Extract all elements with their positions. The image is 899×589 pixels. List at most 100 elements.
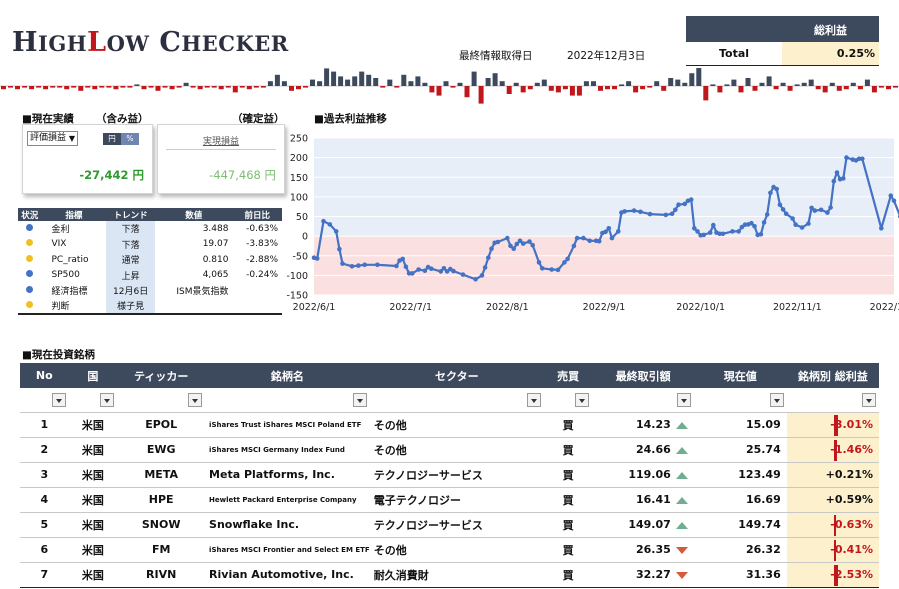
toggle-percent[interactable]: % <box>121 133 139 145</box>
filter-dropdown-button[interactable] <box>769 392 784 407</box>
ticker-bar <box>162 86 168 88</box>
ticker-bar <box>78 86 84 91</box>
data-point <box>349 264 355 269</box>
holding-row[interactable]: 4 米国 HPE Hewlett Packard Enterprise Company… <box>20 486 879 512</box>
ticker-bar <box>485 78 491 86</box>
holding-profit: +0.59% <box>786 486 879 512</box>
data-point <box>514 241 520 247</box>
holding-row[interactable]: 5 米国 SNOW Snowflake Inc. テクノロジーサービス買 149.07 14… <box>20 511 879 537</box>
ticker-bar <box>555 86 561 93</box>
data-point <box>527 239 532 244</box>
indicator-value: ISM景気指数 <box>176 287 229 298</box>
indicator-table: 状況 指標 トレンド 数値 前日比 金利 下落 3.488 -0.63% VIX 下落 19… <box>18 208 282 315</box>
ticker-bar <box>155 86 161 91</box>
data-point <box>479 273 485 278</box>
ticker-bar <box>724 84 730 86</box>
data-point <box>711 222 716 228</box>
holding-no: 3 <box>20 461 69 487</box>
ticker-bar <box>50 86 56 88</box>
judgement-row: 判断 様子見 <box>18 298 282 315</box>
holding-row[interactable]: 2 米国 EWG iShares MSCI Germany Index Fund その他… <box>20 436 879 462</box>
toggle-yen[interactable]: 円 <box>103 133 121 145</box>
data-point <box>828 205 833 210</box>
data-point <box>831 178 837 184</box>
data-point <box>638 209 643 215</box>
ticker-bar <box>415 76 421 86</box>
holding-row[interactable]: 1 米国 EPOL iShares Trust iShares MSCI Poland… <box>20 411 879 437</box>
holding-name: Hewlett Packard Enterprise Company <box>205 486 370 512</box>
holding-side: 買 <box>543 436 593 462</box>
ticker-bar <box>675 79 681 86</box>
filter-dropdown-button[interactable] <box>100 392 115 407</box>
data-point <box>809 205 814 211</box>
data-point <box>375 262 380 268</box>
holding-profit: -3.01% <box>786 411 879 437</box>
data-point <box>777 202 783 207</box>
triangle-up-icon <box>675 496 688 504</box>
ticker-bar <box>738 86 744 93</box>
profit-databar <box>833 414 838 436</box>
filter-dropdown-button[interactable] <box>188 392 203 407</box>
filter-dropdown-button[interactable] <box>575 392 590 407</box>
status-dot <box>18 252 41 268</box>
x-tick-label: 2022/12/1 <box>870 302 899 313</box>
holding-last-price: 14.23 <box>592 411 694 437</box>
ticker-bar <box>29 86 35 90</box>
total-label: Total <box>718 47 750 60</box>
data-point <box>856 156 862 162</box>
profit-databar <box>833 514 836 536</box>
total-profit-row: Total 0.25% <box>686 42 879 66</box>
data-point <box>606 226 612 231</box>
holding-country: 米国 <box>68 511 118 537</box>
realized-link[interactable]: 実現損益 <box>202 137 239 147</box>
data-point <box>692 226 697 231</box>
last-updated-date: 2022年12月3日 <box>567 50 646 62</box>
ticker-bar <box>752 86 758 91</box>
ticker-bar <box>141 86 147 90</box>
data-point <box>327 222 333 227</box>
ticker-bar <box>99 86 105 88</box>
data-point <box>891 198 897 204</box>
ticker-bar <box>296 86 301 90</box>
valuation-select[interactable]: 評価損益 ▼ <box>27 131 78 146</box>
ticker-bar <box>534 82 540 86</box>
filter-dropdown-button[interactable] <box>676 392 691 407</box>
holding-row[interactable]: 7 米国 RIVN Rivian Automotive, Inc. 耐久消費財買 32.2… <box>20 561 879 588</box>
indicator-name: PC_ratio <box>51 254 89 265</box>
holding-name: iShares MSCI Frontier and Select EM ETF <box>205 536 370 562</box>
indicator-trend: 下落 <box>106 236 155 252</box>
filter-dropdown-button[interactable] <box>862 392 876 407</box>
indicator-name: VIX <box>51 239 67 250</box>
status-dot <box>18 283 41 299</box>
ticker-bar <box>85 86 91 88</box>
ticker-bar <box>394 86 400 88</box>
data-point <box>806 221 811 226</box>
holdings-col-header: ティッカー <box>117 363 206 388</box>
ticker-bar <box>843 86 849 90</box>
ticker-bar <box>640 86 646 90</box>
ticker-bar <box>317 81 323 86</box>
filter-dropdown-button[interactable] <box>352 392 367 407</box>
data-point <box>406 271 412 276</box>
indicator-value: 0.810 <box>202 254 229 265</box>
ticker-bar <box>794 84 800 86</box>
status-dot <box>18 268 41 284</box>
holding-row[interactable]: 3 米国 META Meta Platforms, Inc. テクノロジーサービス買 11… <box>20 461 879 487</box>
holding-country: 米国 <box>68 411 118 437</box>
data-point <box>505 235 510 241</box>
filter-dropdown-button[interactable] <box>526 392 541 407</box>
holding-current-price: 16.69 <box>693 486 787 512</box>
ticker-bar <box>380 86 386 88</box>
ticker-bar <box>239 86 245 88</box>
data-point <box>812 208 818 213</box>
filter-dropdown-button[interactable] <box>51 392 66 407</box>
data-point <box>574 235 580 241</box>
y-tick-label: 0 <box>302 232 308 243</box>
y-tick-label: 100 <box>290 192 308 203</box>
holding-row[interactable]: 6 米国 FM iShares MSCI Frontier and Select EM… <box>20 536 879 562</box>
data-point <box>631 208 637 213</box>
status-dot <box>18 237 41 253</box>
y-tick-label: 250 <box>290 134 308 145</box>
data-point <box>739 224 745 230</box>
ticker-bar <box>633 86 639 93</box>
